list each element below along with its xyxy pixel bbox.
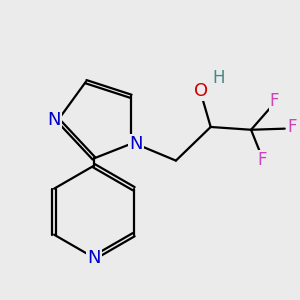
Text: F: F: [288, 118, 297, 136]
Text: O: O: [194, 82, 208, 100]
Text: N: N: [87, 249, 101, 267]
Text: N: N: [129, 135, 142, 153]
Text: F: F: [270, 92, 279, 110]
Text: H: H: [212, 69, 225, 87]
Text: F: F: [257, 151, 267, 169]
Text: N: N: [47, 111, 60, 129]
